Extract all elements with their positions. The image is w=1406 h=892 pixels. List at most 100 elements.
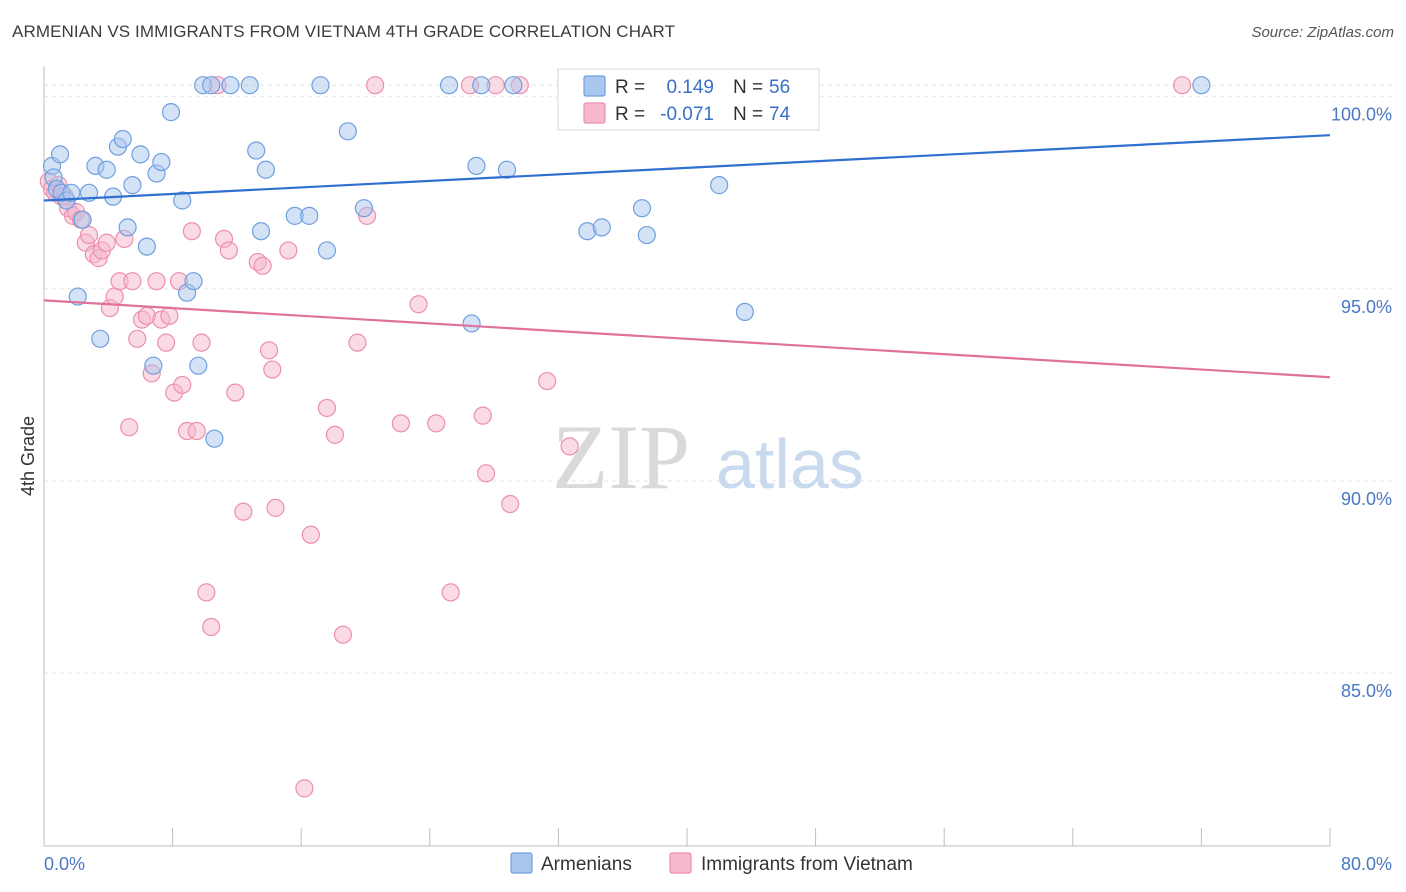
source-label: Source: ZipAtlas.com <box>1251 24 1394 41</box>
armenians-point <box>256 160 275 179</box>
armenians-point <box>118 218 137 237</box>
armenians-point <box>592 218 611 237</box>
armenians-point <box>354 199 373 218</box>
legend-r-value-vietnam: -0.071 <box>660 104 714 125</box>
trend-line-armenians <box>43 134 1331 202</box>
armenians-point <box>504 76 523 95</box>
vietnam-point <box>173 375 192 395</box>
gridlines <box>44 84 1392 674</box>
vietnam-point <box>197 583 216 602</box>
vietnam-point <box>266 498 285 517</box>
legend-r-label-armenians: R = <box>615 77 645 98</box>
vietnam-point <box>157 333 176 352</box>
armenians-point <box>152 152 171 172</box>
armenians-point <box>173 191 192 210</box>
vietnam-point <box>279 241 298 260</box>
vietnam-point <box>295 779 314 798</box>
y-tick-label: 100.0% <box>1331 105 1392 125</box>
x-tick-label-min: 0.0% <box>44 854 85 874</box>
vietnam-point <box>79 225 99 245</box>
y-tick-label: 85.0% <box>1341 681 1392 701</box>
vietnam-point <box>123 272 142 291</box>
armenians-point <box>73 210 92 229</box>
chart-title: ARMENIAN VS IMMIGRANTS FROM VIETNAM 4TH … <box>12 22 676 41</box>
armenians-point <box>91 329 110 348</box>
armenians-point <box>240 76 259 95</box>
armenians-point <box>221 76 240 95</box>
vietnam-point <box>560 437 579 456</box>
vietnam-point <box>226 383 245 402</box>
vietnam-point <box>128 329 147 348</box>
vietnam-point <box>105 287 124 306</box>
armenians-point <box>735 302 754 322</box>
armenians-point <box>710 176 729 195</box>
vietnam-point <box>301 525 320 544</box>
vietnam-point <box>234 502 253 521</box>
vietnam-point <box>427 414 446 433</box>
vietnam-point <box>501 494 520 514</box>
vietnam-point <box>409 295 428 314</box>
armenians-point <box>637 225 656 245</box>
y-axis-label: 4th Grade <box>18 416 38 496</box>
legend-swatch-vietnam <box>583 102 606 124</box>
y-tick-labels: 85.0% 90.0% 95.0% 100.0% <box>1331 105 1392 701</box>
armenians-point <box>137 237 156 256</box>
vietnam-point <box>202 617 221 637</box>
vietnam-point <box>333 625 353 644</box>
armenians-point <box>202 76 221 95</box>
vietnam-point <box>391 414 410 433</box>
watermark: ZIP atlas <box>552 406 864 508</box>
armenians-point <box>467 156 486 176</box>
armenians-point <box>247 141 266 160</box>
watermark-atlas: atlas <box>716 425 864 503</box>
armenians-point <box>439 76 459 95</box>
series-armenians <box>42 76 1211 448</box>
armenians-point <box>97 160 116 179</box>
vietnam-point <box>160 306 179 325</box>
trend-lines <box>43 134 1331 379</box>
x-tick-label-max: 80.0% <box>1341 854 1392 874</box>
vietnam-point <box>366 76 385 95</box>
vietnam-point <box>192 333 211 352</box>
armenians-point <box>189 356 208 375</box>
vietnam-point <box>253 256 272 275</box>
vietnam-point <box>263 360 282 379</box>
vietnam-point <box>187 421 206 441</box>
vietnam-point <box>473 406 492 425</box>
armenians-point <box>317 241 337 260</box>
armenians-point <box>161 103 181 122</box>
vietnam-point <box>219 241 238 260</box>
armenians-point <box>131 145 150 164</box>
legend-r-value-armenians: 0.149 <box>666 77 714 98</box>
armenians-point <box>338 122 357 141</box>
vietnam-point <box>182 222 201 241</box>
armenians-point <box>123 176 142 195</box>
vietnam-point <box>325 425 345 444</box>
legend-n-label-vietnam: N = <box>733 104 763 125</box>
armenians-point <box>184 272 203 291</box>
legend-n-value-armenians: 56 <box>769 77 790 98</box>
bottom-legend-swatch-vietnam <box>669 852 692 874</box>
bottom-legend-label-vietnam: Immigrants from Vietnam <box>701 854 913 875</box>
legend-swatch-armenians <box>583 75 606 97</box>
vietnam-point <box>476 464 496 483</box>
armenians-point <box>462 314 481 333</box>
vietnam-point <box>317 398 337 418</box>
bottom-legend-swatch-armenians <box>510 852 533 874</box>
vietnam-point <box>120 418 139 437</box>
armenians-point <box>632 199 652 218</box>
series-legend: Armenians Immigrants from Vietnam <box>510 852 913 875</box>
armenians-point <box>300 206 319 225</box>
armenians-point <box>251 222 271 241</box>
armenians-point <box>113 129 132 149</box>
stats-legend: R = 0.149 N = 56 R = -0.071 N = 74 <box>557 68 820 131</box>
vietnam-point <box>1173 76 1192 95</box>
vietnam-point <box>441 583 460 602</box>
watermark-zip: ZIP <box>552 406 690 508</box>
legend-r-label-vietnam: R = <box>615 104 645 125</box>
y-tick-label: 90.0% <box>1341 489 1392 509</box>
bottom-legend-label-armenians: Armenians <box>541 854 632 875</box>
armenians-point <box>497 160 517 179</box>
vietnam-point <box>97 233 116 252</box>
